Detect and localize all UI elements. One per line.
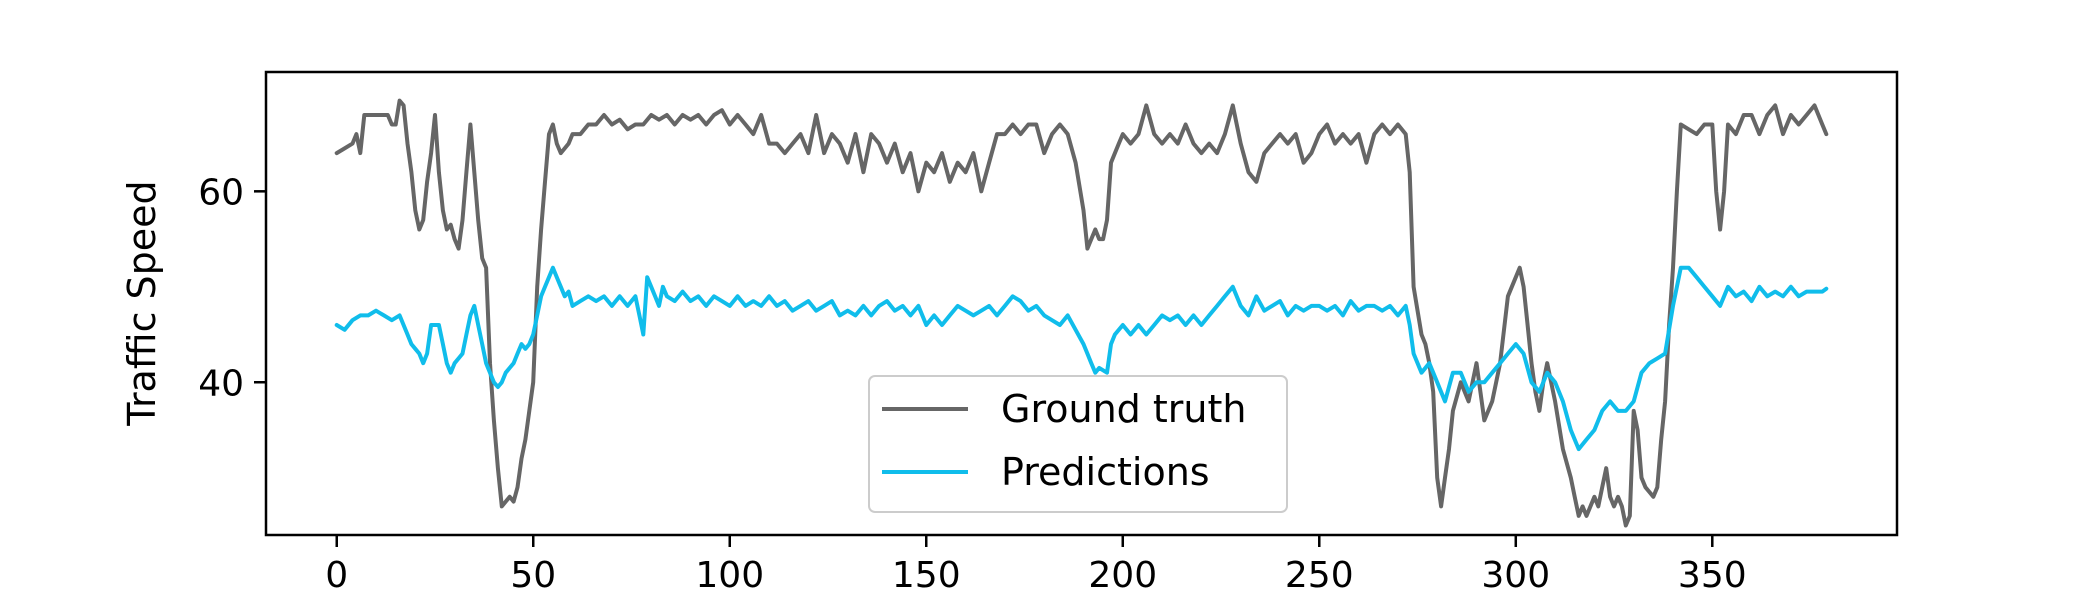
legend-label-ground-truth: Ground truth [1001, 387, 1246, 431]
plot-frame [264, 70, 1899, 537]
series-layer [334, 98, 1829, 528]
x-tick-label: 100 [695, 555, 764, 596]
y-tick-label: 40 [198, 363, 244, 404]
x-tick-label: 200 [1088, 555, 1157, 596]
legend: Ground truth Predictions [868, 375, 1288, 513]
legend-box [868, 375, 1288, 513]
y-axis: 40 60 [198, 172, 266, 404]
x-tick-label: 50 [510, 555, 556, 596]
x-axis: 0 50 100 150 200 250 300 350 [325, 535, 1747, 596]
x-tick-label: 350 [1678, 555, 1747, 596]
legend-label-predictions: Predictions [1001, 450, 1210, 494]
y-tick-label: 60 [198, 172, 244, 213]
y-axis-label: Traffic Speed [120, 180, 164, 426]
x-tick-label: 250 [1285, 555, 1354, 596]
x-tick-label: 150 [892, 555, 961, 596]
x-tick-label: 300 [1481, 555, 1550, 596]
series-line-ground-truth [334, 98, 1829, 528]
x-tick-label: 0 [325, 555, 348, 596]
series-line-predictions [334, 265, 1829, 452]
